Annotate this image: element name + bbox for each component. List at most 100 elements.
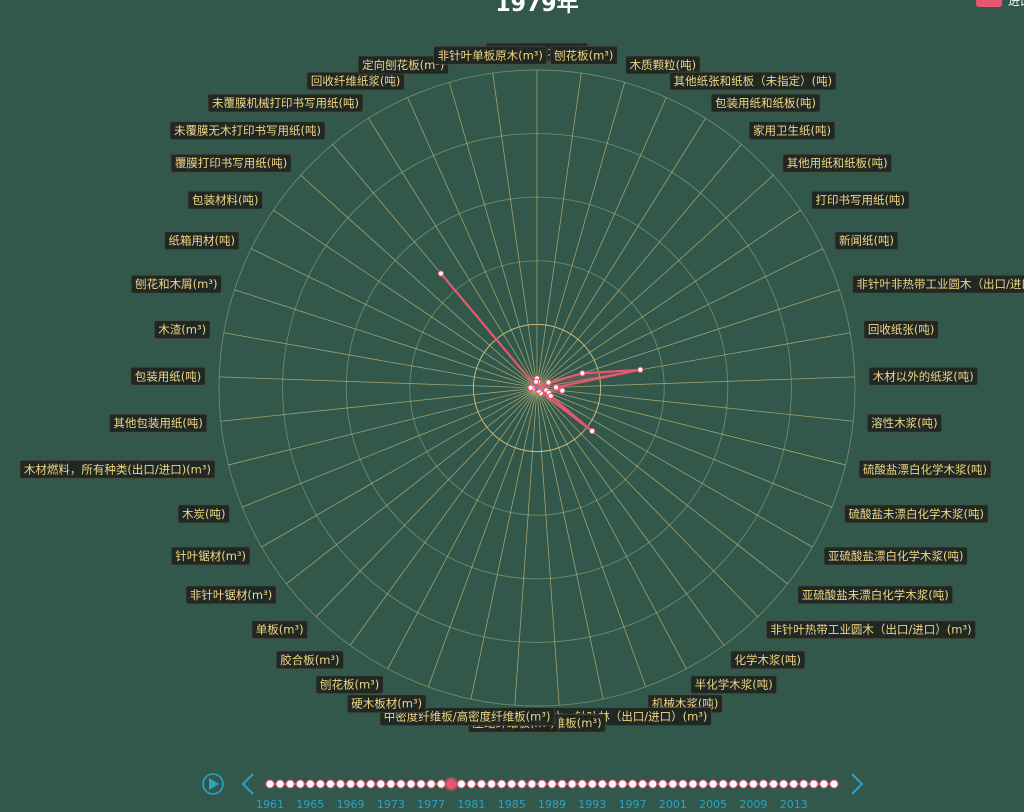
axis-label-text: 回收纸张(吨) xyxy=(868,323,934,337)
timeline-point[interactable] xyxy=(557,779,567,789)
timeline-point[interactable] xyxy=(769,779,779,789)
series-layer xyxy=(437,270,644,435)
grid-spoke xyxy=(220,387,538,422)
timeline-point[interactable] xyxy=(628,779,638,789)
timeline-point[interactable] xyxy=(779,779,789,789)
timeline-point[interactable] xyxy=(658,779,668,789)
timeline-point[interactable] xyxy=(567,779,577,789)
chevron-left-icon[interactable] xyxy=(241,773,254,795)
timeline-point[interactable] xyxy=(456,779,466,789)
data-point[interactable] xyxy=(533,378,540,385)
timeline-point[interactable] xyxy=(477,779,486,789)
play-icon[interactable] xyxy=(202,773,224,795)
timeline-point[interactable] xyxy=(678,779,688,789)
timeline-point[interactable] xyxy=(416,779,426,789)
timeline-point[interactable] xyxy=(587,779,597,789)
timeline-point[interactable] xyxy=(406,779,416,789)
data-point[interactable] xyxy=(559,387,566,394)
timeline-point[interactable] xyxy=(336,779,345,789)
timeline-point[interactable] xyxy=(376,779,386,789)
timeline-point[interactable] xyxy=(748,779,758,789)
data-point[interactable] xyxy=(589,427,596,435)
timeline-point[interactable] xyxy=(547,779,557,789)
timeline-point[interactable] xyxy=(668,779,678,789)
timeline-point[interactable] xyxy=(698,779,708,789)
timeline-point[interactable] xyxy=(607,779,617,789)
timeline-point[interactable] xyxy=(708,779,718,789)
timeline-point[interactable] xyxy=(487,779,497,789)
chart-title: 1979年 xyxy=(495,0,579,17)
grid-spoke xyxy=(223,332,538,389)
axis-label-text: 针叶锯材(m³) xyxy=(175,549,246,563)
data-point[interactable] xyxy=(579,370,586,377)
timeline-year-label: 1969 xyxy=(336,798,365,811)
timeline-point[interactable] xyxy=(507,779,517,789)
timeline-point[interactable] xyxy=(597,779,607,789)
timeline-point[interactable] xyxy=(728,779,738,789)
axis-label: 木渣(m³) xyxy=(153,320,211,340)
data-point[interactable] xyxy=(547,392,554,400)
axis-label: 刨花板(m³) xyxy=(315,675,384,695)
data-point[interactable] xyxy=(527,384,534,391)
axis-label: 木材燃料，所有种类(出口/进口)(m³) xyxy=(19,459,216,479)
timeline-point[interactable] xyxy=(829,779,839,789)
data-point[interactable] xyxy=(552,384,560,391)
timeline-point[interactable] xyxy=(356,779,366,789)
axis-label: 未覆膜无木打印书写用纸(吨) xyxy=(169,121,326,141)
timeline-point[interactable] xyxy=(295,779,305,789)
axis-label-box xyxy=(797,585,954,605)
timeline-track[interactable] xyxy=(0,760,1024,808)
data-point[interactable] xyxy=(545,379,552,386)
data-point[interactable] xyxy=(534,385,540,391)
data-point[interactable] xyxy=(437,270,445,277)
timeline-year-label: 1973 xyxy=(376,798,405,811)
timeline-point[interactable] xyxy=(738,779,748,789)
legend-swatch[interactable] xyxy=(975,0,1002,7)
legend[interactable]: 进口 xyxy=(975,0,1024,9)
timeline-point[interactable] xyxy=(285,779,295,789)
timeline-point[interactable] xyxy=(759,779,768,789)
timeline-point[interactable] xyxy=(436,779,446,789)
timeline-point[interactable] xyxy=(517,779,527,789)
timeline-point[interactable] xyxy=(305,779,315,789)
timeline-point[interactable] xyxy=(799,779,809,789)
timeline-point[interactable] xyxy=(648,779,658,789)
timeline-point[interactable] xyxy=(466,779,476,789)
axis-label: 溶性木浆(吨) xyxy=(866,413,943,433)
timeline-point[interactable] xyxy=(325,779,335,789)
timeline-point[interactable] xyxy=(819,779,829,789)
timeline-point[interactable] xyxy=(537,779,547,789)
timeline: 1961 1965 1969 1973 1977 1981 1985 1989 1993 1997… xyxy=(0,760,1024,811)
timeline-point[interactable] xyxy=(527,779,537,789)
timeline-point[interactable] xyxy=(577,779,587,789)
timeline-point[interactable] xyxy=(618,779,627,789)
timeline-point[interactable] xyxy=(396,779,406,789)
grid-spoke xyxy=(536,387,560,706)
timeline-point[interactable] xyxy=(809,779,819,789)
chevron-right-icon[interactable] xyxy=(851,773,864,795)
axis-label: 其他纸张和纸板（未指定）(吨) xyxy=(669,71,837,91)
timeline-point[interactable] xyxy=(275,779,285,789)
timeline-point[interactable] xyxy=(346,779,356,789)
timeline-point[interactable] xyxy=(265,779,275,789)
axis-label-text: 打印书写用纸(吨) xyxy=(816,193,905,207)
grid-spoke xyxy=(536,387,832,508)
axis-label-text: 包装用纸和纸板(吨) xyxy=(715,96,816,110)
grid-spoke xyxy=(273,209,538,389)
data-point[interactable] xyxy=(637,366,644,373)
axis-label-text: 包装用纸(吨) xyxy=(135,369,201,383)
legend-label[interactable]: 进口 xyxy=(1007,0,1024,8)
timeline-point[interactable] xyxy=(366,779,376,789)
timeline-point[interactable] xyxy=(426,779,436,789)
timeline-point[interactable] xyxy=(315,779,325,789)
timeline-point[interactable] xyxy=(638,779,648,789)
timeline-point[interactable] xyxy=(386,779,396,789)
timeline-current-point[interactable] xyxy=(446,779,457,789)
timeline-point[interactable] xyxy=(688,779,698,789)
timeline-point[interactable] xyxy=(789,779,799,789)
axis-label: 包装材料(吨) xyxy=(187,190,263,210)
axis-label-box xyxy=(748,121,836,141)
grid-spoke xyxy=(407,97,538,389)
timeline-point[interactable] xyxy=(497,779,507,789)
timeline-point[interactable] xyxy=(718,779,728,789)
